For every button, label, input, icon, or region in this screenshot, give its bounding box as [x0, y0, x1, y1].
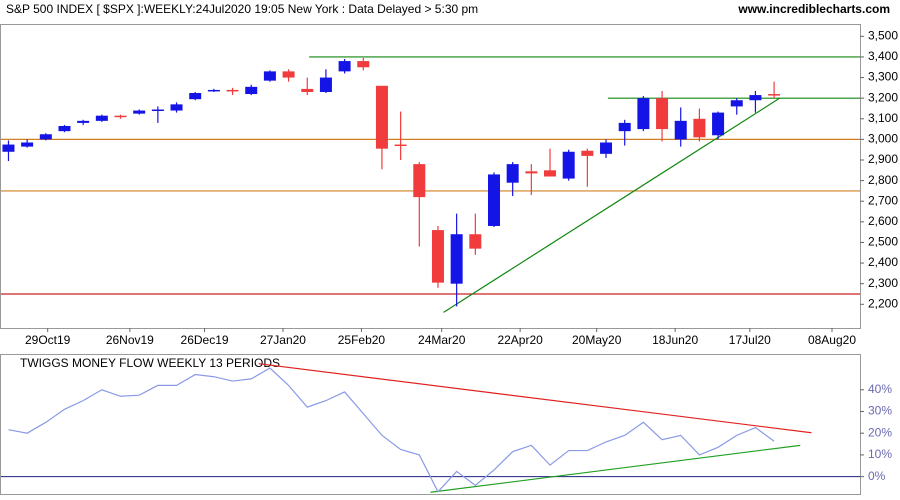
- y-tick-label: 3,500: [868, 29, 898, 43]
- candle-body: [581, 150, 594, 156]
- candle-body: [133, 110, 146, 114]
- x-tick-label: 22Apr20: [497, 333, 543, 347]
- candle-body: [730, 100, 743, 107]
- y-tick-label: 3,000: [868, 132, 898, 146]
- candle-body: [151, 109, 164, 112]
- candle-body: [282, 71, 295, 78]
- candle-body: [674, 120, 687, 140]
- y-tick-label: 2,800: [868, 173, 898, 187]
- candle-body: [39, 134, 52, 140]
- x-tick-label: 29Oct19: [25, 333, 71, 347]
- candle-body: [338, 61, 351, 72]
- x-tick-label: 25Feb20: [338, 333, 386, 347]
- x-tick-label: 20May20: [572, 333, 622, 347]
- candle-body: [768, 94, 781, 96]
- trend-line: [430, 444, 801, 493]
- y-tick-label: 2,500: [868, 235, 898, 249]
- candle-body: [170, 104, 183, 111]
- candle-body: [263, 71, 276, 81]
- candle-body: [394, 144, 407, 147]
- y-tick-label: 40%: [868, 382, 892, 396]
- candle-body: [618, 122, 631, 132]
- candle-body: [693, 118, 706, 138]
- candle-body: [712, 112, 725, 136]
- y-tick-label: 0%: [868, 469, 886, 483]
- indicator-panel: [0, 354, 861, 495]
- candle-body: [450, 234, 463, 284]
- candle-body: [431, 230, 444, 283]
- y-tick-label: 20%: [868, 425, 892, 439]
- candle-body: [114, 115, 127, 118]
- y-tick-label: 10%: [868, 447, 892, 461]
- candle-body: [189, 93, 202, 100]
- candle-body: [21, 142, 34, 147]
- x-tick-label: 17Jul20: [729, 333, 771, 347]
- y-tick-label: 2,200: [868, 296, 898, 310]
- candle-body: [226, 89, 239, 92]
- indicator-title: TWIGGS MONEY FLOW WEEKLY 13 PERIODS: [20, 356, 280, 370]
- candle-body: [2, 144, 15, 152]
- x-tick-label: 26Nov19: [106, 333, 154, 347]
- y-tick-label: 2,400: [868, 255, 898, 269]
- x-tick-label: 26Dec19: [181, 333, 229, 347]
- y-tick-label: 3,400: [868, 49, 898, 63]
- y-tick-label: 3,100: [868, 111, 898, 125]
- candle-body: [656, 98, 669, 130]
- candle-body: [749, 95, 762, 101]
- candle-body: [357, 61, 370, 68]
- money-flow-line: [8, 367, 775, 493]
- candle-body: [245, 86, 258, 95]
- price-panel: [0, 24, 861, 329]
- candle-body: [207, 89, 220, 92]
- y-tick-label: 30%: [868, 404, 892, 418]
- candle-body: [544, 170, 557, 177]
- candle-body: [58, 126, 71, 132]
- candle-body: [77, 120, 90, 123]
- x-tick-label: 24Mar20: [418, 333, 466, 347]
- candle-body: [469, 234, 482, 249]
- candle-body: [95, 115, 108, 121]
- trend-line: [258, 363, 812, 434]
- x-tick-label: 27Jan20: [260, 333, 306, 347]
- y-tick-label: 2,700: [868, 193, 898, 207]
- y-tick-label: 2,300: [868, 276, 898, 290]
- candle-body: [487, 174, 500, 226]
- y-tick-label: 2,600: [868, 214, 898, 228]
- candle-body: [319, 77, 332, 92]
- site-url: www.incrediblecharts.com: [737, 2, 890, 16]
- candle-body: [637, 98, 650, 130]
- candle-body: [506, 164, 519, 183]
- x-tick-label: 08Aug20: [808, 333, 856, 347]
- candle-body: [375, 85, 388, 149]
- candle-body: [301, 88, 314, 92]
- chart-title: S&P 500 INDEX [ $SPX ]:WEEKLY:24Jul2020 …: [6, 2, 478, 16]
- x-tick-label: 18Jun20: [652, 333, 698, 347]
- candle-body: [413, 164, 426, 198]
- candle-body: [562, 151, 575, 179]
- y-tick-label: 3,300: [868, 70, 898, 84]
- candle-body: [600, 142, 613, 154]
- y-tick-label: 2,900: [868, 152, 898, 166]
- candle-body: [525, 171, 538, 174]
- y-tick-label: 3,200: [868, 90, 898, 104]
